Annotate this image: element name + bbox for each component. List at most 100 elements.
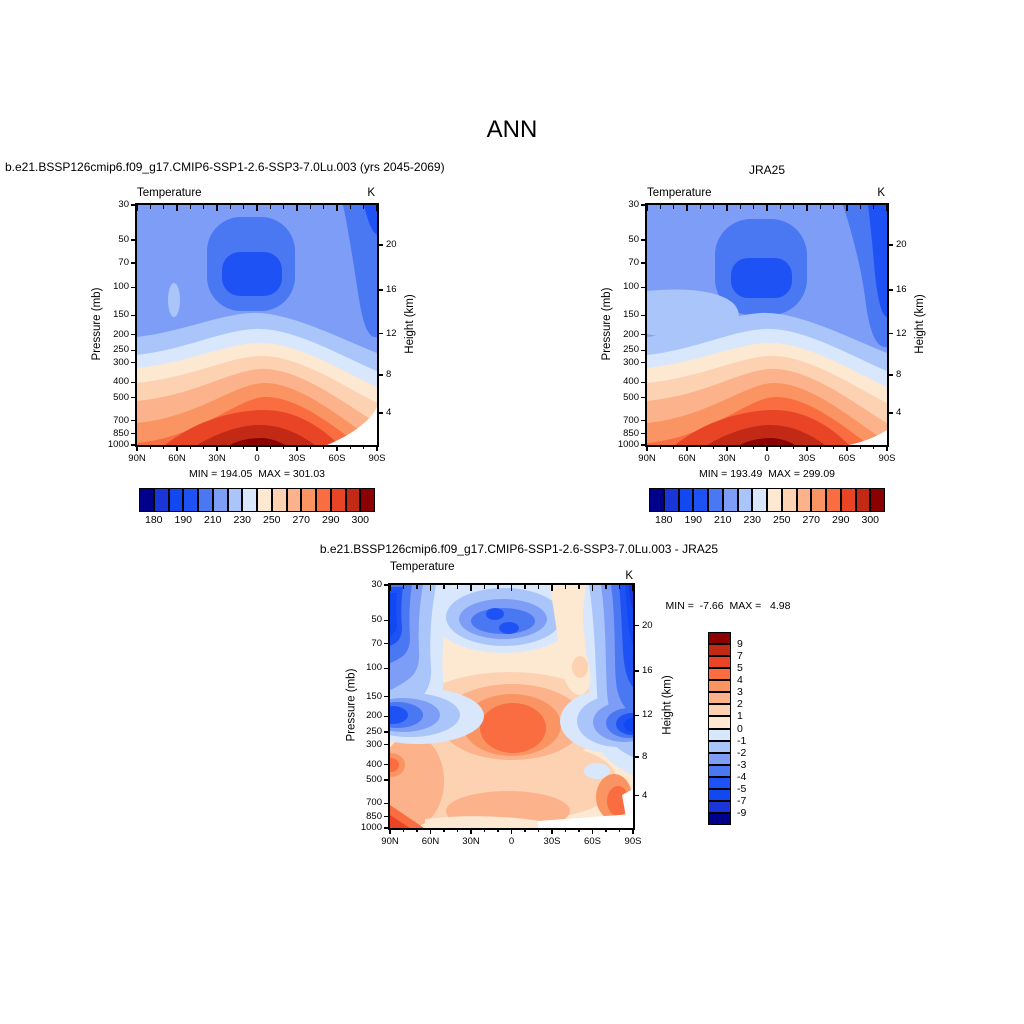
colorbar-label: 300 — [861, 514, 880, 526]
pressure-tick-label: 850 — [366, 810, 382, 822]
x-tick-mark — [189, 445, 191, 449]
x-tick-mark-top — [402, 585, 405, 589]
pressure-tick-label: 500 — [366, 773, 382, 785]
pressure-tick-mark — [384, 619, 390, 621]
height-tick-mark — [887, 244, 893, 246]
pressure-tick-label: 400 — [623, 376, 639, 388]
height-tick-label: 8 — [386, 368, 392, 380]
x-tick-mark-top — [686, 205, 688, 211]
pressure-tick-mark — [641, 314, 647, 316]
colorbar-box — [708, 632, 731, 645]
pressure-tick-mark — [131, 262, 137, 264]
x-tick-mark-top — [349, 205, 351, 209]
x-tick-mark — [551, 828, 553, 834]
x-tick-mark — [389, 828, 391, 834]
height-tick-mark — [887, 412, 893, 414]
colorbar-label: 5 — [737, 662, 743, 675]
colorbar-label: -3 — [737, 758, 747, 771]
pressure-tick-label: 250 — [623, 344, 639, 356]
colorbar-box — [649, 488, 664, 512]
x-tick-mark — [296, 445, 298, 451]
x-tick-mark — [618, 828, 621, 832]
x-tick-mark — [229, 445, 231, 449]
x-tick-mark — [699, 445, 701, 449]
colorbar-box — [708, 740, 731, 753]
x-tick-mark-top — [456, 585, 459, 589]
colorbar-label: 210 — [713, 514, 732, 526]
pressure-tick-label: 250 — [113, 344, 129, 356]
x-tick-label: 60S — [584, 836, 601, 847]
colorbar-label: 290 — [321, 514, 340, 526]
colorbar-label: 1 — [737, 710, 743, 723]
colorbar-box — [708, 644, 731, 657]
x-tick-mark — [416, 828, 418, 832]
x-tick-mark-top — [429, 585, 432, 591]
land-mask — [849, 430, 887, 445]
pressure-tick-mark — [131, 444, 137, 446]
height-tick-label: 4 — [386, 407, 392, 419]
pressure-tick-label: 100 — [366, 662, 382, 674]
pressure-tick-mark — [641, 419, 647, 422]
height-tick-mark — [633, 624, 639, 627]
x-tick-mark-top — [551, 585, 553, 591]
colorbar-box — [271, 488, 287, 512]
colorbar-box — [708, 692, 731, 705]
colorbar-box — [139, 488, 154, 512]
colorbar-label: -5 — [737, 782, 747, 795]
height-tick-label: 16 — [642, 665, 653, 677]
x-tick-mark — [243, 445, 245, 449]
x-tick-mark — [605, 828, 607, 832]
x-tick-mark — [402, 828, 405, 832]
x-tick-mark-top — [726, 205, 728, 211]
colorbar-box — [708, 764, 731, 777]
x-tick-mark-top — [793, 205, 795, 209]
x-tick-mark-top — [363, 205, 365, 209]
plot-units-obs: K — [877, 187, 885, 199]
x-tick-mark — [336, 445, 338, 451]
height-tick-mark — [887, 374, 893, 376]
x-tick-label: 30N — [462, 836, 480, 847]
x-tick-mark — [591, 828, 594, 834]
plot-frame-diff — [388, 583, 635, 830]
colorbar-label: -2 — [737, 746, 747, 759]
pressure-tick-mark — [641, 334, 647, 336]
x-tick-mark-top — [229, 205, 231, 209]
height-tick-mark — [377, 333, 383, 335]
pressure-tick-mark — [641, 204, 647, 206]
colorbar-box — [708, 668, 731, 681]
x-tick-mark — [323, 445, 325, 449]
x-tick-mark — [216, 445, 218, 451]
panel-title-diff: b.e21.BSSP126cmip6.f09_g17.CMIP6-SSP1-2.… — [319, 542, 719, 556]
x-tick-mark — [524, 828, 526, 832]
x-tick-mark — [456, 828, 459, 832]
pressure-tick-mark — [131, 433, 137, 435]
pressure-tick-mark — [384, 816, 390, 818]
x-tick-mark-top — [283, 205, 285, 209]
pressure-tick-label: 200 — [366, 710, 382, 722]
colorbar-box — [708, 488, 723, 512]
colorbar-box — [870, 488, 885, 512]
colorbar-box — [708, 788, 731, 801]
land-mask — [538, 814, 633, 828]
colorbar-box — [168, 488, 184, 512]
height-tick-mark — [633, 756, 639, 758]
x-tick-mark — [376, 445, 378, 451]
colorbar-box — [286, 488, 302, 512]
x-tick-mark — [578, 828, 580, 832]
colorbar-box — [708, 704, 731, 717]
colorbar-box — [708, 728, 731, 741]
colorbar-label: -9 — [737, 806, 747, 819]
pressure-tick-label: 70 — [118, 256, 129, 268]
x-tick-mark — [283, 445, 285, 449]
pressure-tick-mark — [131, 204, 137, 206]
pressure-tick-mark — [131, 361, 137, 364]
height-tick-label: 20 — [642, 619, 653, 631]
pressure-tick-mark — [384, 763, 390, 766]
x-tick-mark — [793, 445, 795, 449]
x-tick-label: 90N — [381, 836, 399, 847]
x-tick-mark — [429, 828, 432, 834]
x-tick-mark — [819, 445, 821, 449]
x-tick-label: 30S — [798, 453, 816, 464]
pressure-tick-mark — [384, 779, 390, 781]
land-mask — [327, 407, 377, 445]
